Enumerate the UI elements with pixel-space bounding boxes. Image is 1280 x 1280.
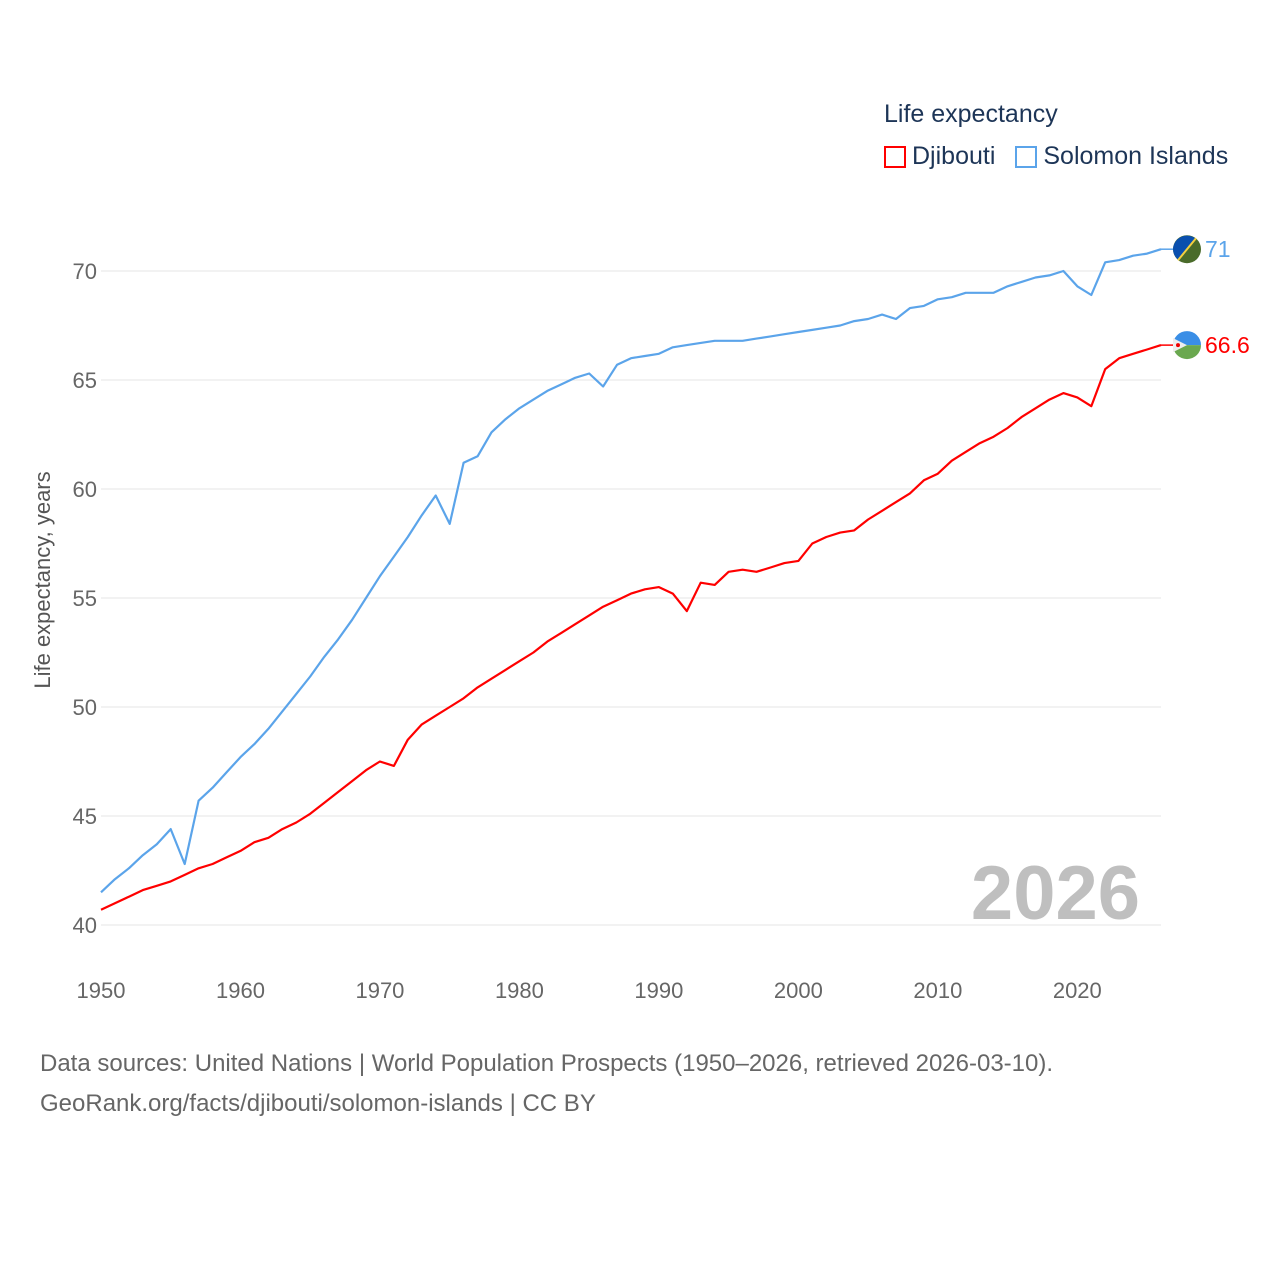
y-tick-label: 65 (73, 368, 97, 393)
current-year-watermark: 2026 (970, 851, 1140, 936)
flag-star-icon (1176, 343, 1180, 348)
series-line-solomon-islands (100, 248, 1162, 894)
x-tick-label: 1950 (77, 978, 126, 1003)
y-tick-label: 55 (73, 586, 97, 611)
legend-label: Solomon Islands (1043, 142, 1229, 170)
source-link[interactable]: GeoRank.org/facts/djibouti/solomon-islan… (40, 1090, 596, 1117)
legend-item-djibouti[interactable]: Djibouti (884, 142, 995, 171)
x-tick-label: 1960 (216, 978, 265, 1003)
flag-solomon-islands-icon (1173, 235, 1195, 261)
y-tick-label: 45 (73, 804, 97, 829)
legend: Djibouti Solomon Islands (884, 142, 1228, 171)
x-tick-label: 2020 (1053, 978, 1102, 1003)
legend-title: Life expectancy (884, 100, 1058, 128)
legend-swatch-solomon-islands (1015, 145, 1038, 168)
legend-item-solomon-islands[interactable]: Solomon Islands (1015, 142, 1228, 171)
y-tick-label: 60 (73, 477, 97, 502)
y-tick-label: 50 (73, 695, 97, 720)
x-tick-label: 1990 (634, 978, 683, 1003)
legend-label: Djibouti (912, 142, 996, 170)
y-axis-label: Life expectancy, years (30, 471, 55, 689)
x-tick-label: 2000 (774, 978, 823, 1003)
x-tick-label: 2010 (913, 978, 962, 1003)
series-line-djibouti (100, 344, 1162, 911)
end-value-label: 66.6 (1205, 332, 1250, 358)
footer: Data sources: United Nations | World Pop… (40, 1044, 1053, 1124)
legend-swatch-djibouti (884, 145, 906, 168)
y-tick-label: 70 (73, 259, 97, 284)
flag-stripe (1177, 237, 1197, 261)
x-tick-label: 1970 (355, 978, 404, 1003)
data-source: Data sources: United Nations | World Pop… (40, 1050, 1054, 1077)
y-tick-label: 40 (73, 913, 97, 938)
x-tick-label: 1980 (495, 978, 544, 1003)
end-value-label: 71 (1205, 236, 1231, 262)
